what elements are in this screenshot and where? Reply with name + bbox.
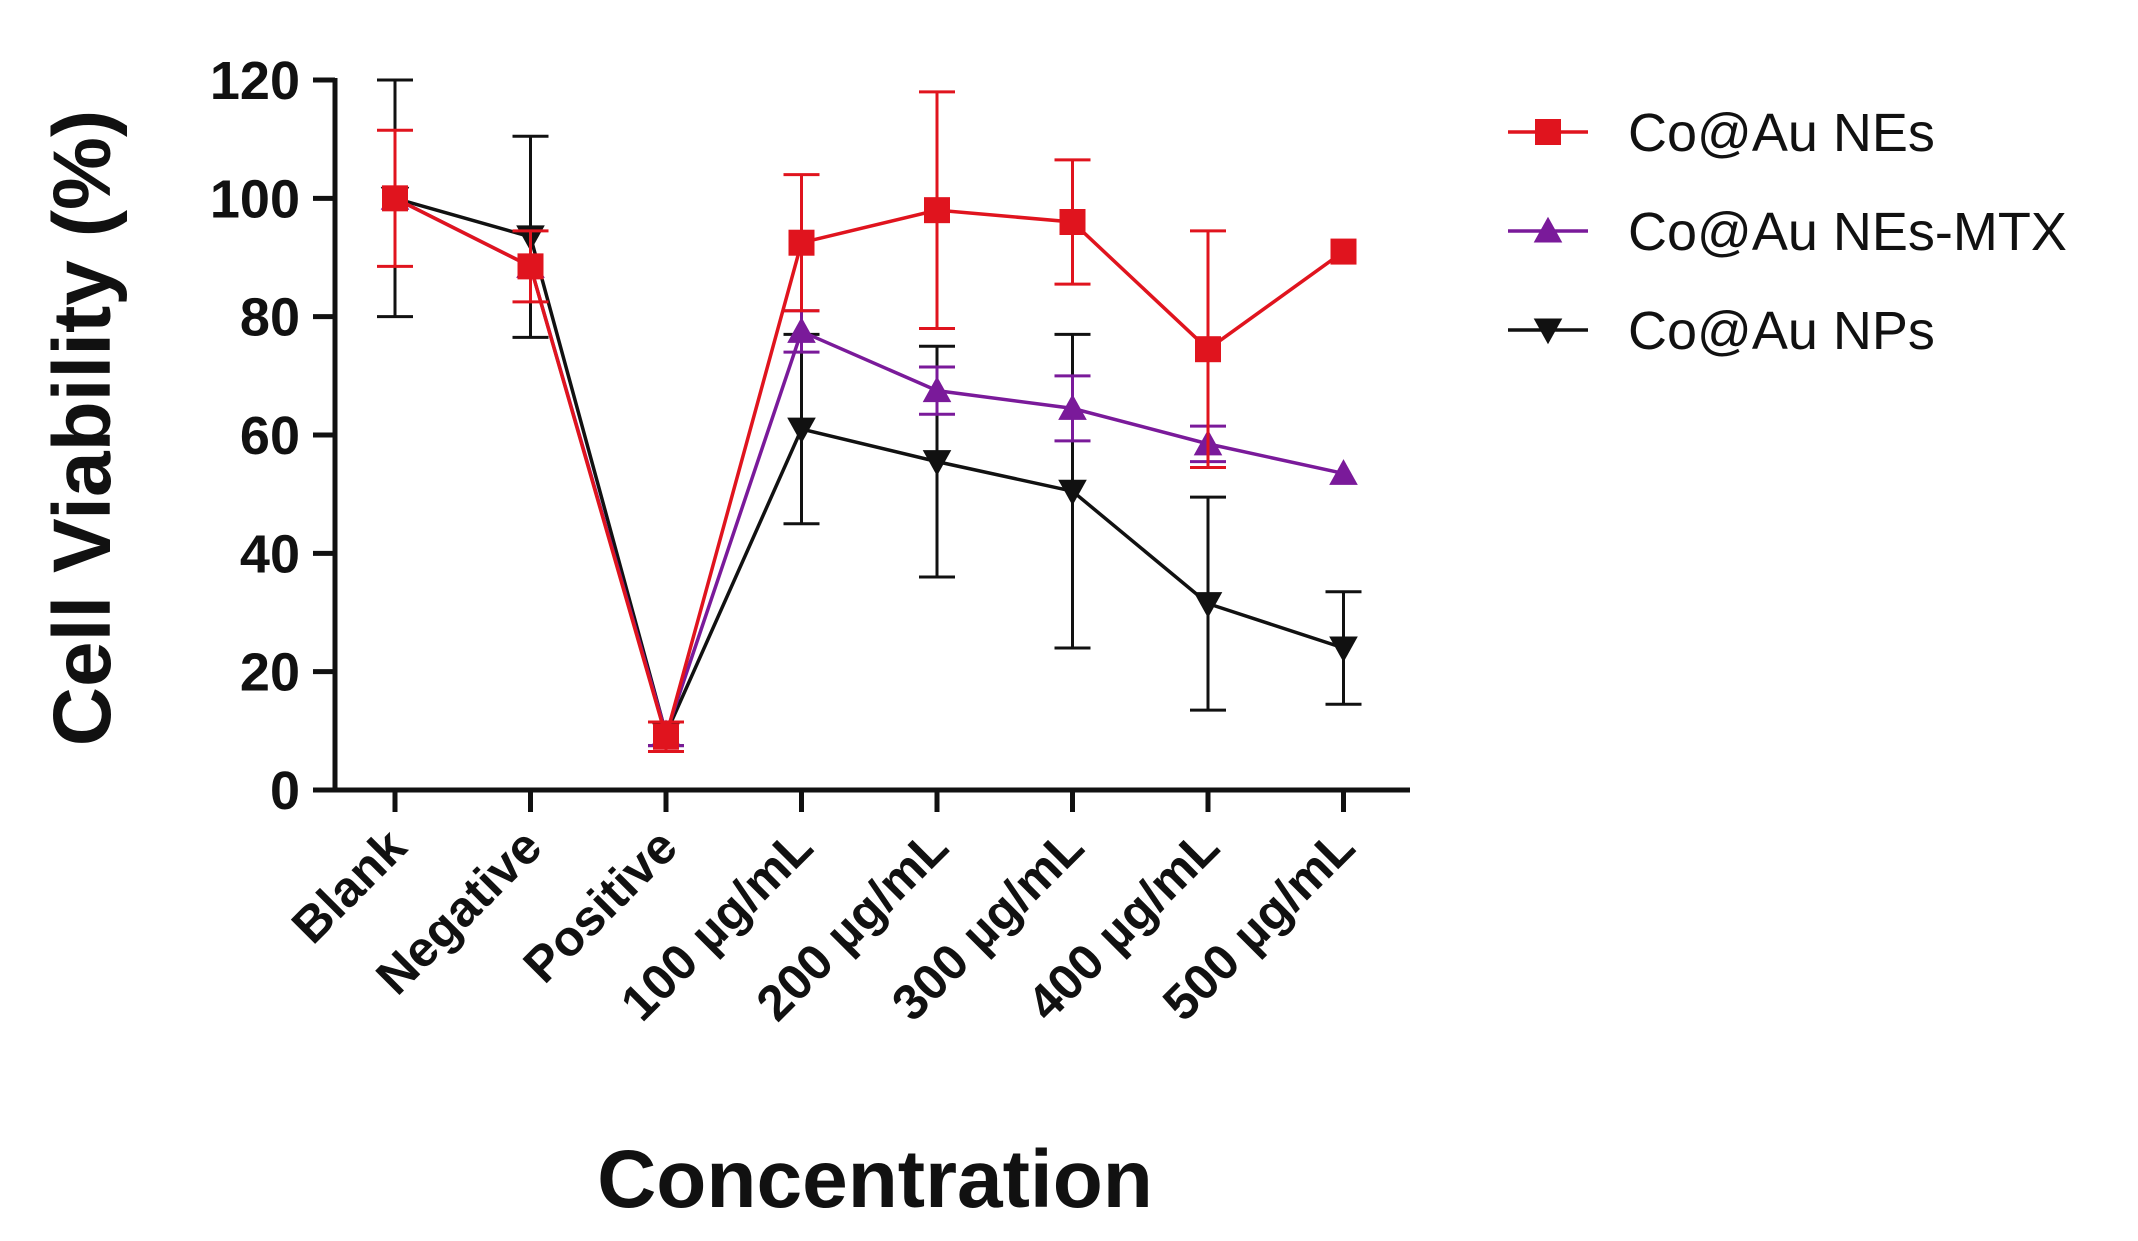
y-tick-label: 20 [240,643,300,703]
legend-label: Co@Au NEs [1628,103,1935,163]
x-axis-title: Concentration [597,1134,1153,1225]
data-point [1329,459,1358,485]
data-point [1058,394,1087,420]
data-point [924,197,950,224]
data-point [1193,592,1223,618]
y-axis-title: Cell Viability (%) [37,110,128,746]
y-tick-label: 120 [210,51,300,111]
y-tick-label: 60 [240,406,300,466]
legend-marker [1533,318,1563,345]
data-point [1058,479,1087,506]
series-line [394,196,1345,744]
legend: Co@Au NEs Co@Au NEs-MTX Co@Au NPs [1508,103,2067,361]
legend-item: Co@Au NEs [1508,103,1935,163]
data-point [382,185,408,212]
series-layer [377,78,1362,754]
legend-item: Co@Au NPs [1508,301,1935,361]
y-tick-label: 0 [270,761,300,821]
data-point [922,450,952,476]
data-point [1330,238,1357,265]
data-point [788,229,815,256]
legend-marker [1535,119,1561,145]
y-tick-label: 80 [240,288,300,348]
legend-label: Co@Au NEs-MTX [1628,202,2067,262]
series-co-au-nps [377,78,1362,749]
data-point [1195,336,1221,363]
legend-label: Co@Au NPs [1628,301,1935,361]
data-point [517,253,544,280]
data-point [1329,636,1358,663]
data-point [653,723,679,750]
data-point [787,317,816,343]
data-point [1059,209,1086,235]
y-tick-label: 100 [210,169,300,229]
data-point [787,417,816,444]
series-line [394,196,1345,739]
legend-item: Co@Au NEs-MTX [1508,202,2067,262]
y-tick-label: 40 [240,524,300,584]
series-co-au-nes [377,90,1357,754]
legend-marker [1533,216,1563,243]
data-point [922,376,952,403]
